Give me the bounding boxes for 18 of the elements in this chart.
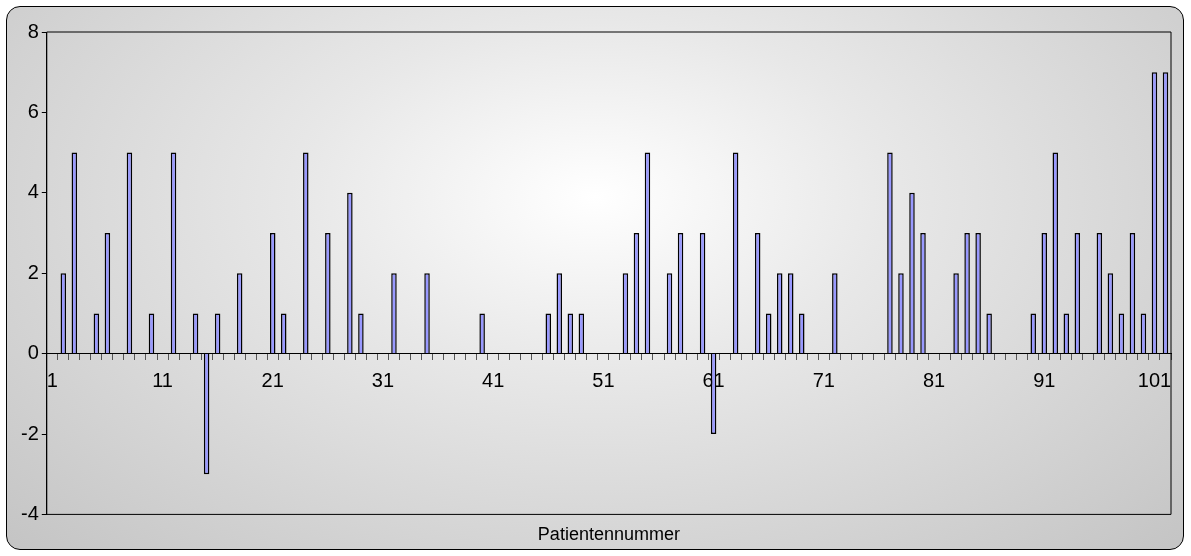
- x-tick-label: 71: [812, 369, 835, 392]
- y-tick-label: -4: [20, 501, 39, 524]
- x-tick-label: 91: [1033, 369, 1056, 392]
- x-tick-label: 11: [152, 369, 173, 392]
- x-tick-label: 41: [482, 369, 505, 392]
- x-tick-label: 1: [46, 369, 58, 392]
- x-axis-title: Patientennummer: [537, 524, 680, 545]
- y-tick-label: 8: [27, 19, 39, 42]
- x-tick-label: 101: [1137, 369, 1172, 392]
- x-tick-label: 81: [922, 369, 946, 392]
- y-tick-label: -2: [20, 421, 39, 444]
- y-tick-label: 2: [27, 260, 39, 283]
- x-tick-label: 51: [592, 369, 615, 392]
- x-tick-label: 21: [261, 369, 284, 392]
- y-tick-label: 6: [27, 99, 39, 122]
- y-tick-label: 4: [27, 180, 39, 203]
- x-tick-label: 31: [371, 369, 395, 392]
- y-tick-label: 0: [27, 341, 39, 364]
